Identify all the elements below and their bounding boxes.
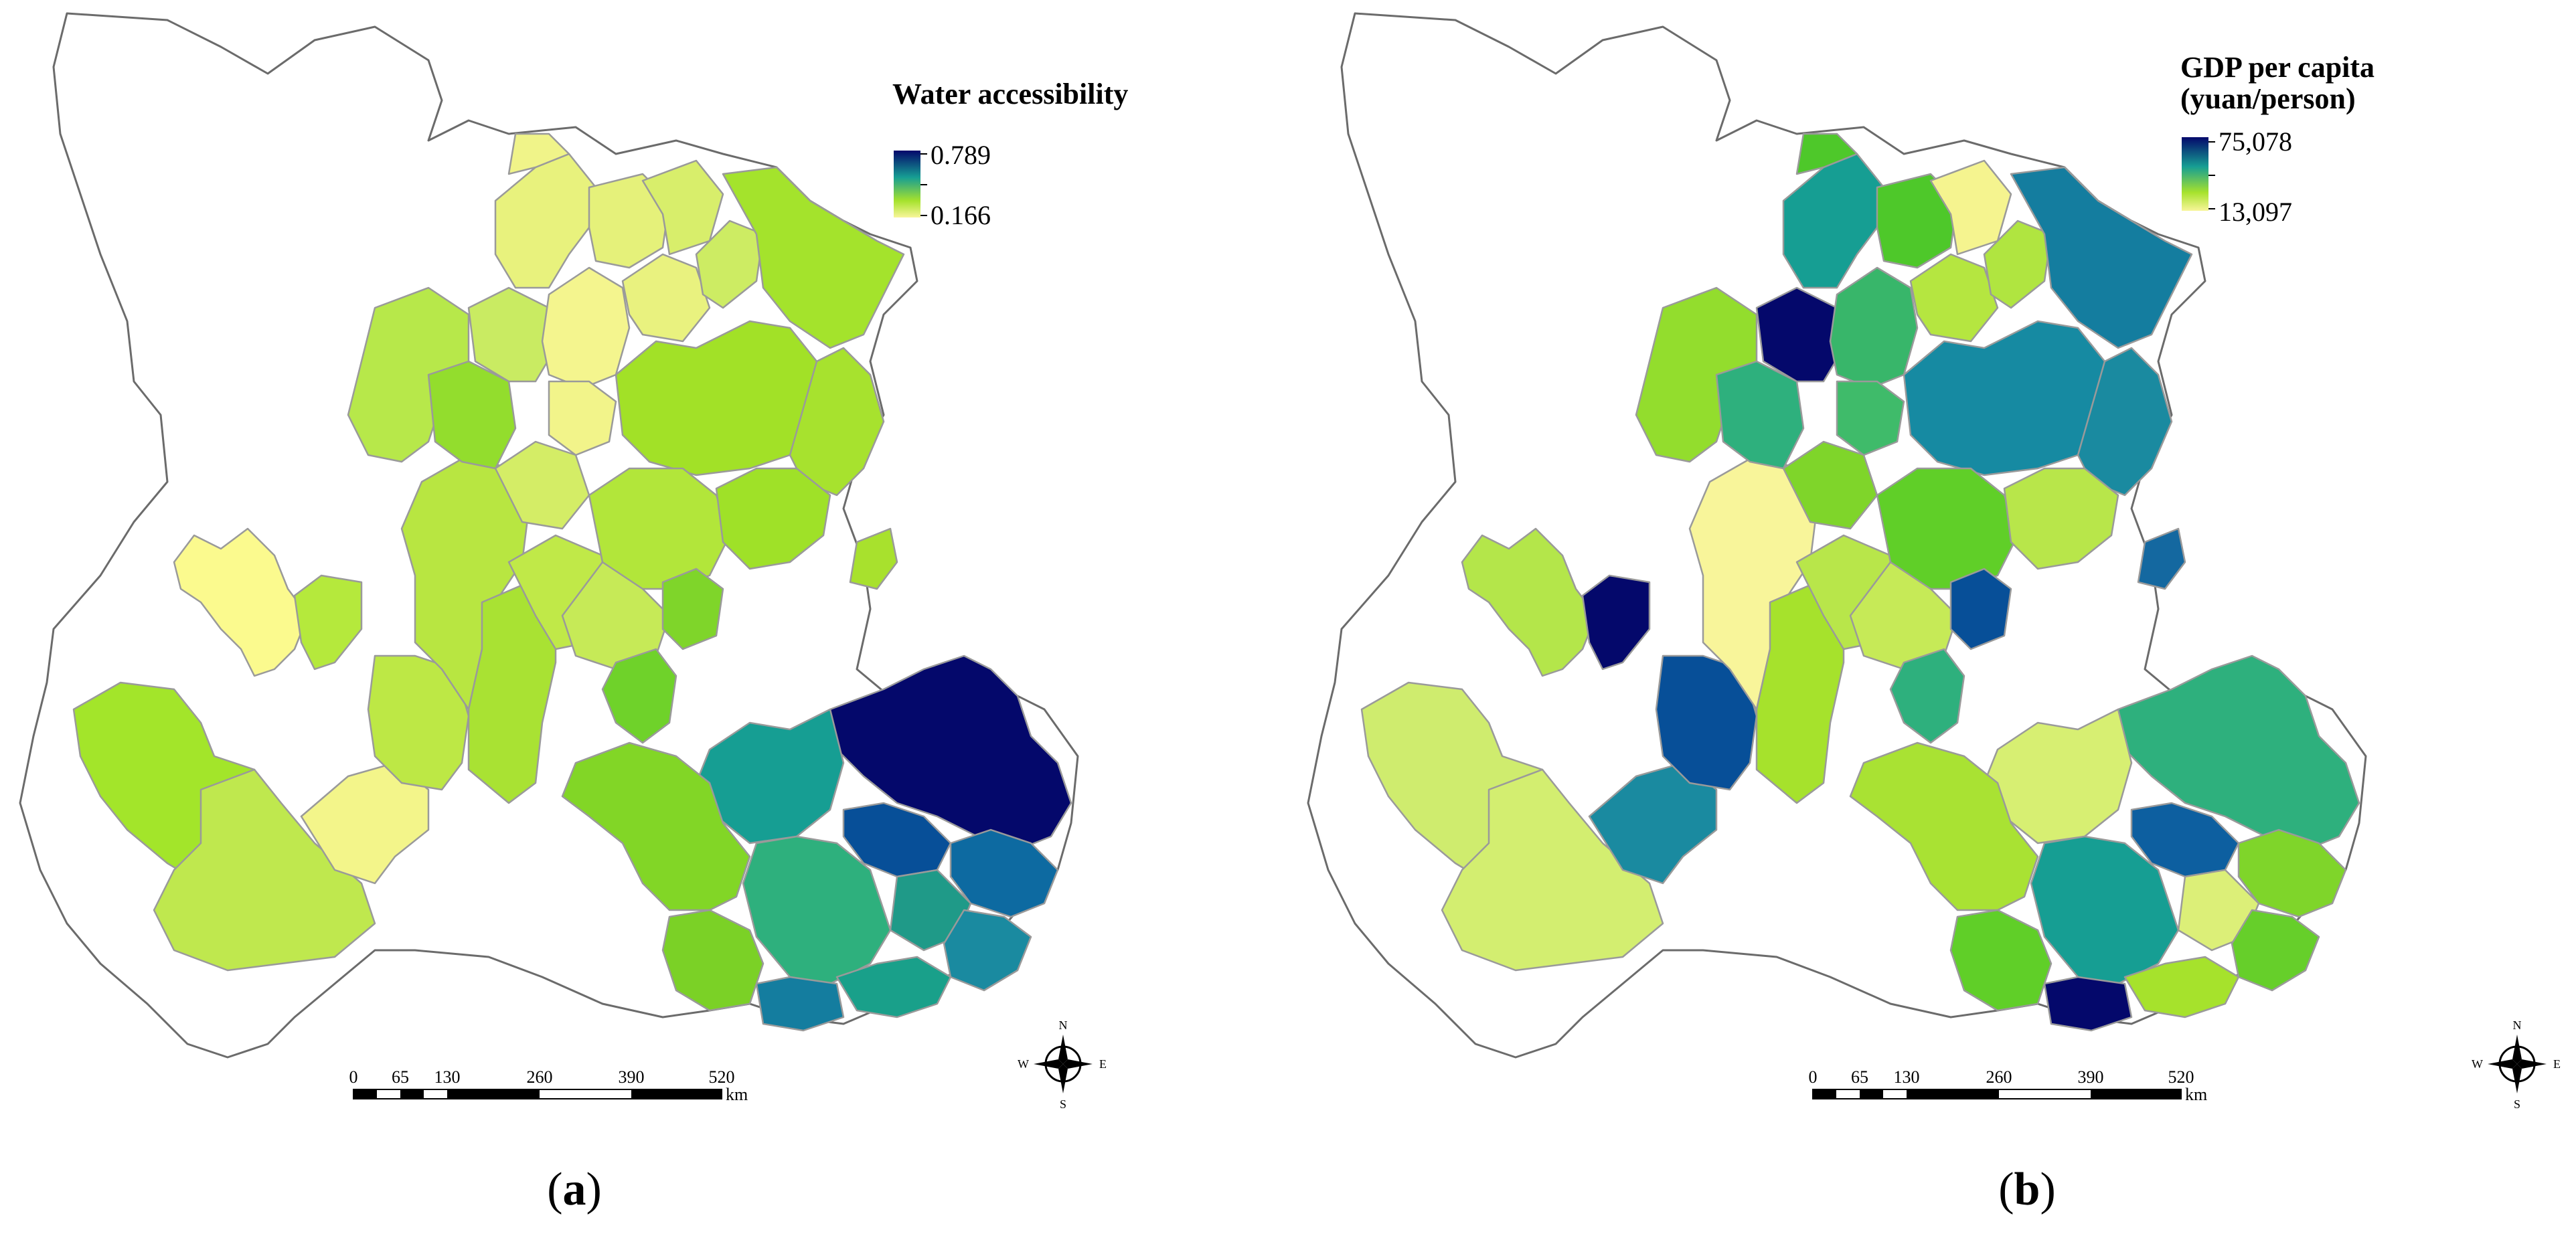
scale-tick-label: 0 (349, 1067, 358, 1087)
region-polygon (1949, 909, 2052, 1012)
region-polygon (2117, 654, 2360, 851)
compass-e: E (2553, 1057, 2561, 1071)
region-polygon (1983, 219, 2052, 309)
legend-b: GDP per capita (yuan/person) 75,078 13,0… (2180, 51, 2374, 227)
legend-max-label: 0.789 (931, 140, 991, 170)
region-polygon (755, 976, 845, 1032)
region-polygon (1949, 567, 2012, 650)
map-a: Water accessibility 0.789 0.166 (19, 12, 1128, 1215)
compass-rose-icon: N S E W (1018, 1018, 1107, 1111)
region-polygon (2010, 166, 2193, 349)
region-polygon (835, 956, 952, 1018)
region-polygon (601, 648, 677, 744)
panel-caption-a: (a) (547, 1164, 602, 1215)
region-polygon (1441, 768, 1664, 972)
compass-n: N (2513, 1018, 2522, 1032)
legend-title-line: GDP per capita (2180, 51, 2374, 84)
scale-unit-label: km (2185, 1085, 2207, 1104)
region-polygon (849, 527, 898, 590)
scale-tick-label: 390 (619, 1067, 645, 1087)
panel-caption-b: (b) (1998, 1164, 2056, 1215)
region-polygon (2123, 956, 2240, 1018)
legend-min-label: 0.166 (931, 200, 991, 230)
scale-tick-label: 130 (1894, 1067, 1920, 1087)
region-polygon (153, 768, 376, 972)
region-polygon (2030, 835, 2180, 985)
region-polygon (507, 132, 570, 175)
region-polygon (2237, 828, 2347, 918)
compass-s: S (2514, 1097, 2520, 1111)
compass-n: N (1059, 1018, 1068, 1032)
region-polygon (1795, 132, 1858, 175)
scale-tick-label: 130 (434, 1067, 461, 1087)
map-b: GDP per capita (yuan/person) 75,078 13,0… (1307, 12, 2561, 1215)
region-polygon (2231, 909, 2320, 992)
region-polygon (2077, 347, 2173, 497)
region-polygon (1588, 762, 1718, 885)
region-polygon (1836, 380, 1905, 456)
region-polygon (427, 360, 517, 470)
region-polygon (561, 741, 751, 911)
scale-bar-a: 0 65 130 260 390 520 km (349, 1067, 748, 1104)
region-polygon (347, 286, 470, 463)
region-polygon (949, 828, 1059, 918)
region-polygon (621, 253, 711, 343)
legend-color-ramp (894, 151, 920, 217)
region-polygon (1581, 574, 1651, 671)
legend-color-ramp (2182, 137, 2208, 211)
legend-title-line: (yuan/person) (2180, 82, 2356, 115)
compass-e: E (1099, 1057, 1107, 1071)
region-polygon (2043, 976, 2133, 1032)
region-polygon (943, 909, 1032, 992)
region-polygon (661, 567, 724, 650)
region-polygon (1635, 286, 1758, 463)
legend-a: Water accessibility 0.789 0.166 (892, 78, 1128, 230)
region-polygon (1461, 527, 1597, 677)
region-polygon (742, 835, 892, 985)
region-polygon (1889, 648, 1965, 744)
scale-tick-label: 0 (1809, 1067, 1818, 1087)
legend-title-line: Water accessibility (892, 78, 1128, 110)
compass-s: S (1060, 1097, 1066, 1111)
scale-bar-b: 0 65 130 260 390 520 km (1809, 1067, 2208, 1104)
scale-unit-label: km (726, 1085, 748, 1104)
region-polygon (467, 286, 557, 383)
region-polygon (1755, 286, 1845, 383)
region-polygon (661, 909, 764, 1012)
scale-tick-label: 260 (527, 1067, 553, 1087)
region-polygon (548, 380, 617, 456)
compass-rose-icon: N S E W (2472, 1018, 2561, 1111)
region-polygon (722, 166, 905, 349)
scale-tick-label: 65 (1851, 1067, 1868, 1087)
region-polygon (1909, 253, 1999, 343)
region-polygon (715, 467, 831, 570)
panel-b: GDP per capita (yuan/person) 75,078 13,0… (1288, 0, 2576, 1237)
region-polygon (789, 347, 885, 497)
region-polygon (173, 527, 309, 677)
region-polygon (300, 762, 430, 885)
compass-w: W (1018, 1057, 1029, 1071)
region-polygon (2137, 527, 2186, 590)
region-polygon (695, 219, 764, 309)
compass-w: W (2472, 1057, 2483, 1071)
region-polygon (1715, 360, 1805, 470)
scale-tick-label: 520 (709, 1067, 735, 1087)
panel-a: Water accessibility 0.789 0.166 (0, 0, 1288, 1237)
legend-min-label: 13,097 (2219, 197, 2292, 227)
scale-tick-label: 260 (1986, 1067, 2012, 1087)
legend-max-label: 75,078 (2219, 126, 2292, 157)
scale-tick-label: 520 (2168, 1067, 2194, 1087)
region-polygon (293, 574, 363, 671)
scale-tick-label: 390 (2078, 1067, 2104, 1087)
scale-tick-label: 65 (392, 1067, 409, 1087)
region-polygon (829, 654, 1072, 851)
region-polygon (1849, 741, 2039, 911)
region-polygon (2003, 467, 2119, 570)
